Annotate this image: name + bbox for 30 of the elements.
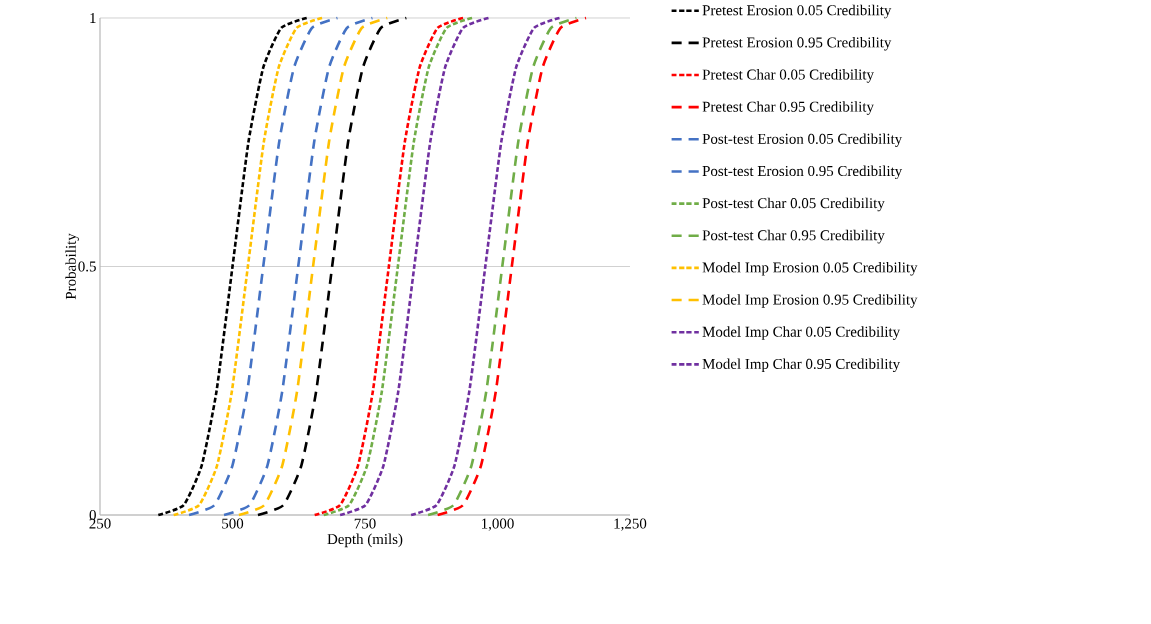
line-series	[256, 16, 408, 517]
legend-label: Model Imp Char 0.95 Credibility	[702, 358, 901, 372]
legend-label: Pretest Char 0.05 Credibility	[702, 69, 874, 83]
x-axis-title: Depth (mils)	[327, 533, 403, 548]
legend-label: Pretest Erosion 0.95 Credibility	[702, 36, 892, 51]
x-tick-label: 500	[222, 518, 244, 529]
x-tick-label: 1,250	[614, 518, 647, 531]
legend-label: Pretest Char 0.95 Credibility	[702, 101, 874, 115]
x-tick-label: 250	[89, 518, 111, 529]
y-tick-label: 1	[90, 13, 96, 23]
legend-label: Model Imp Erosion 0.05 Credibility	[702, 261, 918, 276]
line-series	[409, 16, 561, 517]
line-series	[338, 16, 490, 517]
legend-label: Post-test Erosion 0.95 Credibility	[702, 165, 903, 180]
legend-label: Pretest Erosion 0.05 Credibility	[702, 4, 892, 19]
legend-label: Post-test Erosion 0.05 Credibility	[702, 133, 903, 147]
line-series	[157, 16, 308, 517]
y-tick-label: 0.5	[78, 261, 96, 272]
legend-label: Post-test Char 0.95 Credibility	[702, 229, 885, 244]
line-series	[222, 16, 374, 517]
y-tick-label: 0	[89, 509, 96, 521]
x-tick-label: 750	[354, 518, 376, 529]
line-series	[187, 16, 339, 517]
line-series	[237, 16, 389, 517]
line-series	[172, 16, 324, 517]
legend-label: Post-test Char 0.05 Credibility	[702, 197, 885, 212]
x-tick-label: 1,000	[482, 518, 514, 531]
legend-label: Model Imp Erosion 0.95 Credibility	[702, 294, 918, 308]
legend-label: Model Imp Char 0.05 Credibility	[702, 326, 901, 340]
y-axis-title: Probability	[65, 233, 79, 300]
